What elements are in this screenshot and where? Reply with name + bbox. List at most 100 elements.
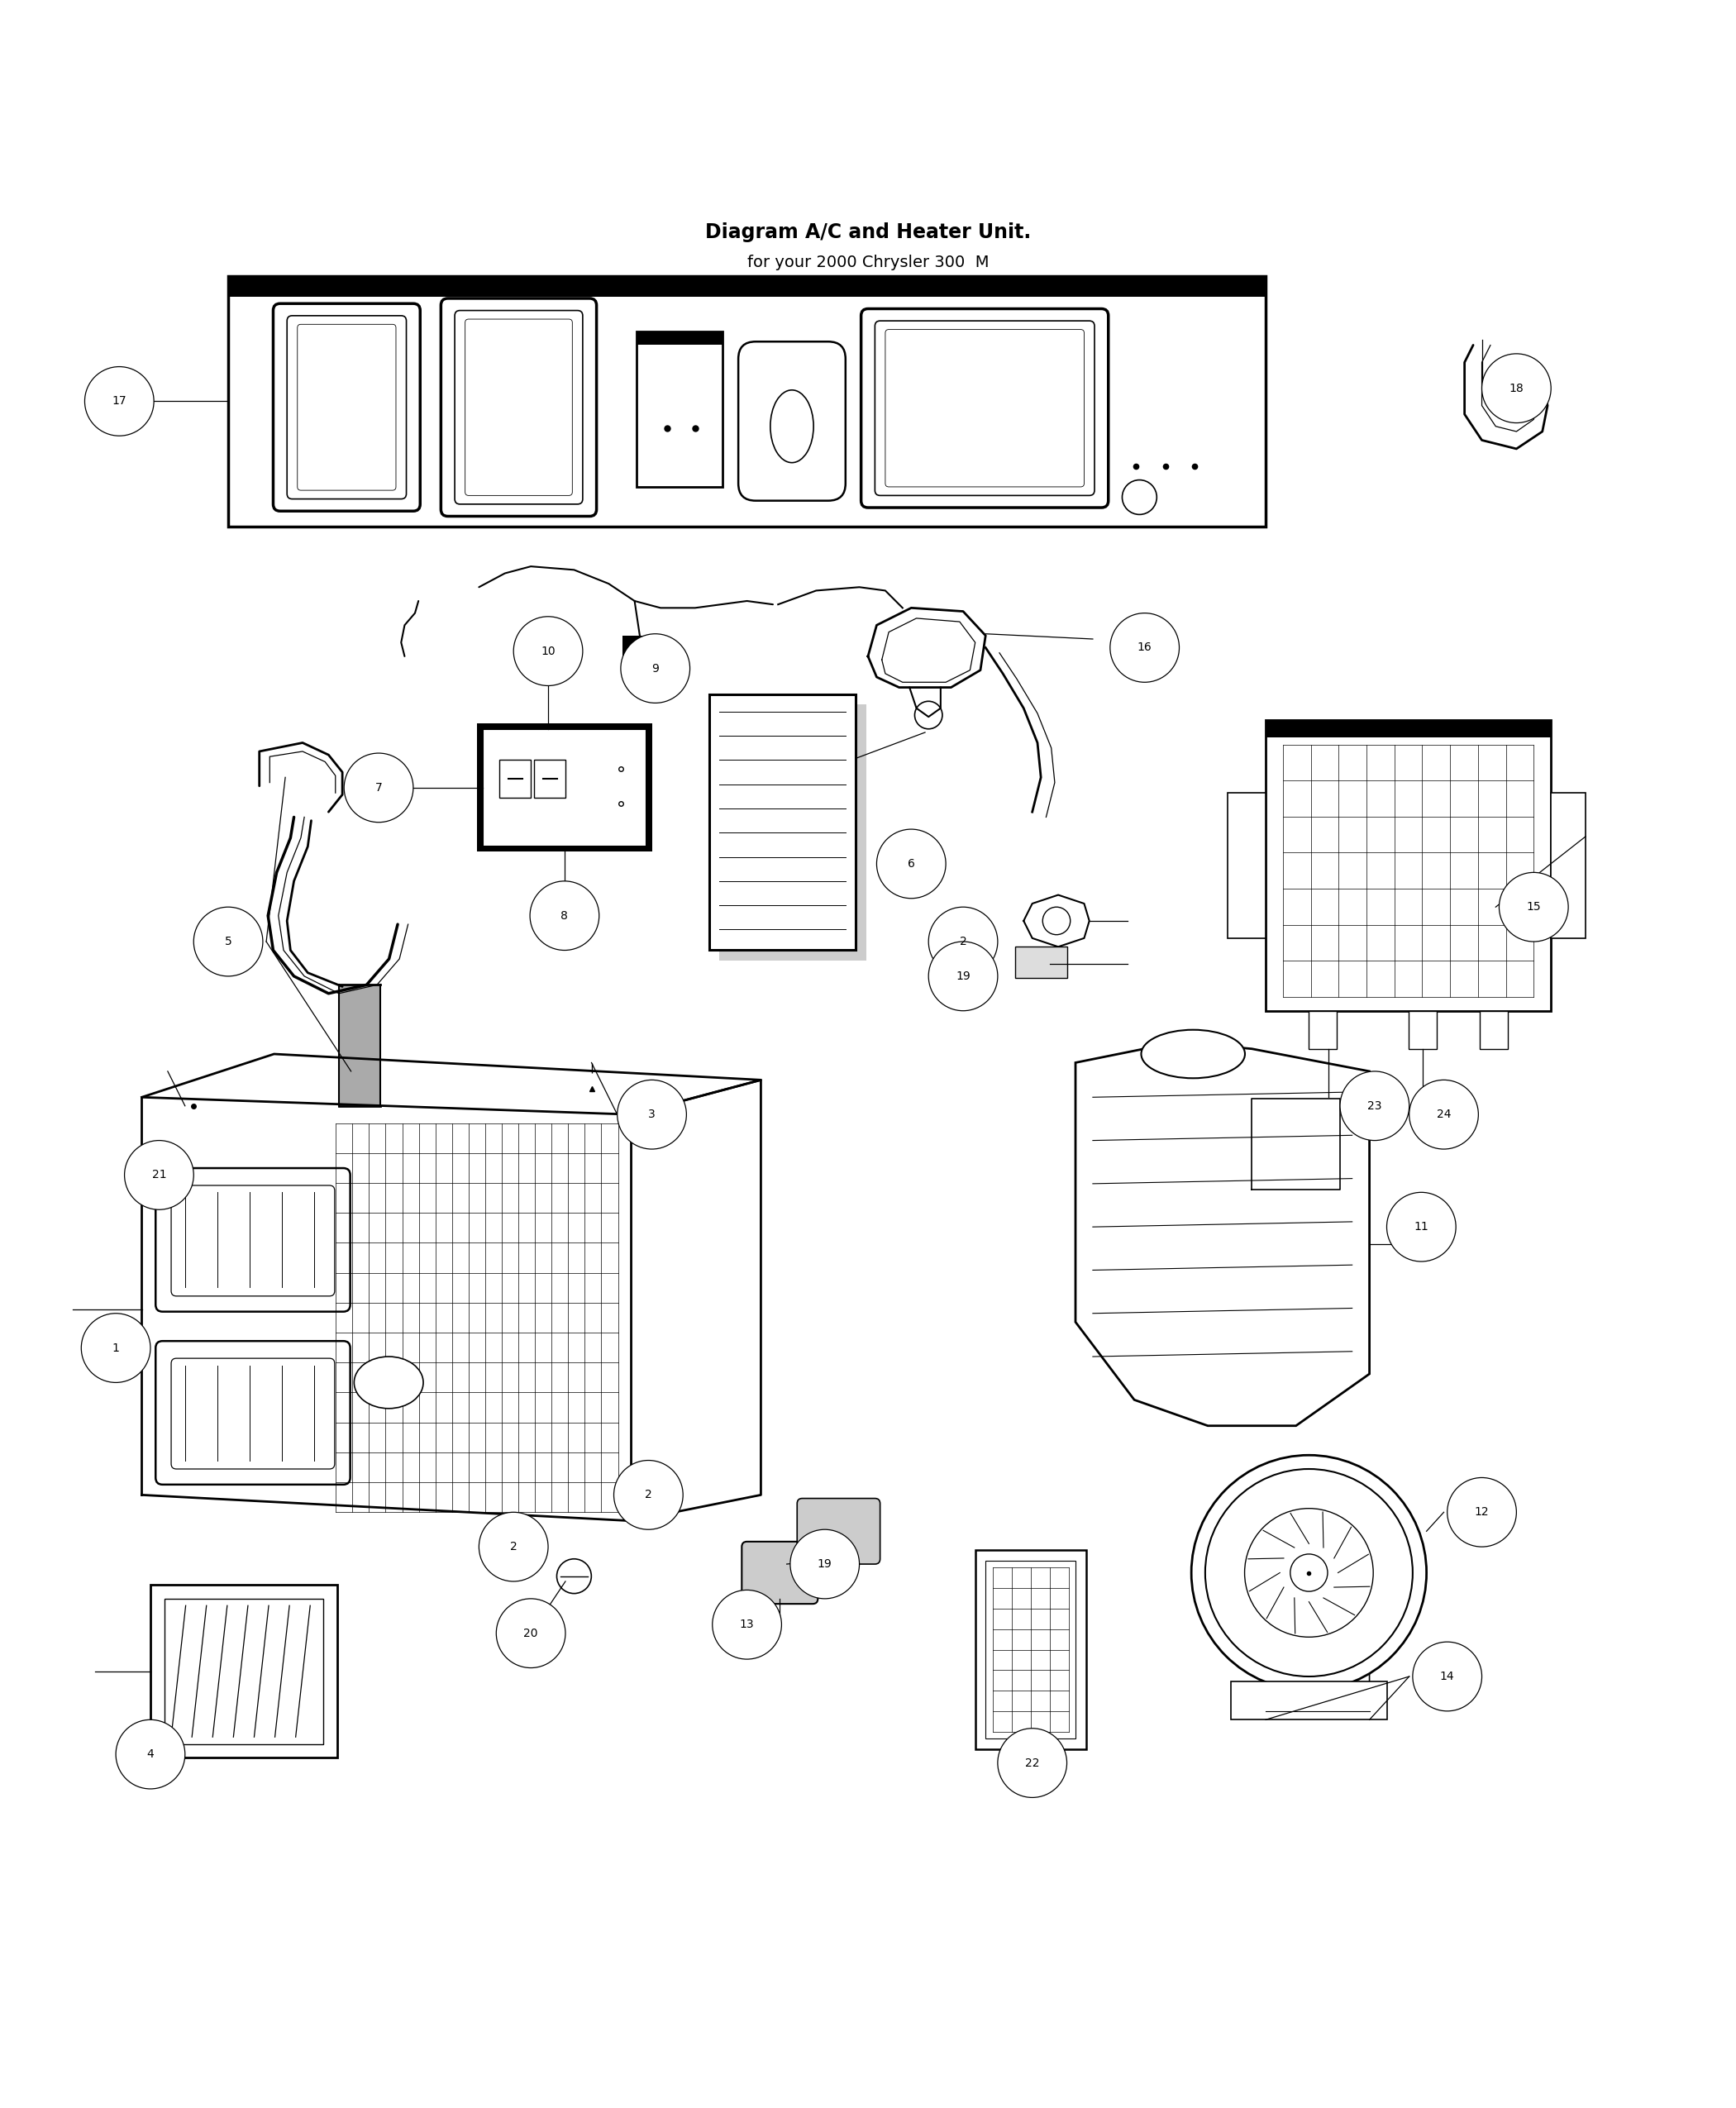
Circle shape — [712, 1589, 781, 1659]
FancyBboxPatch shape — [465, 318, 573, 495]
FancyBboxPatch shape — [172, 1358, 335, 1469]
Bar — [1410, 1010, 1436, 1050]
Bar — [483, 729, 648, 847]
Circle shape — [1191, 1455, 1427, 1691]
FancyBboxPatch shape — [441, 299, 597, 516]
Bar — [1550, 793, 1585, 938]
Text: 24: 24 — [1437, 1109, 1451, 1119]
Polygon shape — [1076, 1041, 1370, 1425]
Text: 9: 9 — [651, 662, 660, 675]
Circle shape — [615, 1461, 682, 1530]
Text: 1: 1 — [113, 1343, 120, 1353]
Bar — [151, 1585, 337, 1758]
Text: 19: 19 — [957, 970, 970, 982]
Text: Diagram A/C and Heater Unit.: Diagram A/C and Heater Unit. — [705, 223, 1031, 242]
Text: 2: 2 — [960, 936, 967, 946]
FancyBboxPatch shape — [741, 1541, 818, 1604]
Ellipse shape — [1141, 1031, 1245, 1077]
Circle shape — [1410, 1079, 1479, 1149]
Circle shape — [82, 1313, 151, 1383]
Circle shape — [125, 1140, 194, 1210]
Text: 15: 15 — [1526, 902, 1542, 913]
Bar — [1231, 1682, 1387, 1720]
Text: 21: 21 — [151, 1170, 167, 1180]
FancyBboxPatch shape — [297, 325, 396, 491]
Circle shape — [621, 635, 689, 702]
Text: 16: 16 — [1137, 641, 1153, 653]
Text: 18: 18 — [1509, 382, 1524, 394]
Bar — [637, 331, 722, 487]
Circle shape — [618, 1079, 686, 1149]
FancyBboxPatch shape — [797, 1499, 880, 1564]
Bar — [986, 1560, 1076, 1739]
Circle shape — [998, 1729, 1068, 1798]
Circle shape — [790, 1530, 859, 1598]
Bar — [623, 635, 660, 660]
Bar — [227, 276, 1266, 527]
FancyBboxPatch shape — [455, 310, 583, 504]
Circle shape — [194, 906, 262, 976]
Bar — [477, 723, 651, 852]
Circle shape — [479, 1511, 549, 1581]
Bar — [165, 1598, 323, 1743]
Text: 13: 13 — [740, 1619, 753, 1629]
Circle shape — [1483, 354, 1550, 424]
FancyBboxPatch shape — [885, 329, 1085, 487]
Text: 23: 23 — [1368, 1100, 1382, 1111]
Circle shape — [1500, 873, 1568, 942]
Text: 3: 3 — [648, 1109, 656, 1119]
Circle shape — [1245, 1509, 1373, 1638]
Bar — [976, 1549, 1087, 1750]
Bar — [500, 761, 531, 799]
Text: 17: 17 — [113, 396, 127, 407]
FancyBboxPatch shape — [156, 1341, 351, 1484]
Circle shape — [929, 942, 998, 1010]
Text: 4: 4 — [148, 1748, 155, 1760]
Circle shape — [116, 1720, 186, 1790]
Circle shape — [929, 906, 998, 976]
Circle shape — [877, 828, 946, 898]
Ellipse shape — [354, 1358, 424, 1408]
Bar — [1016, 946, 1068, 978]
Text: 7: 7 — [375, 782, 382, 793]
Text: for your 2000 Chrysler 300  M: for your 2000 Chrysler 300 M — [746, 255, 990, 270]
Bar — [227, 276, 1266, 297]
FancyBboxPatch shape — [861, 308, 1108, 508]
Bar — [708, 694, 856, 951]
Text: 14: 14 — [1439, 1672, 1455, 1682]
Circle shape — [1387, 1193, 1457, 1261]
Circle shape — [85, 367, 155, 436]
Text: 8: 8 — [561, 911, 568, 921]
Text: 2: 2 — [510, 1541, 517, 1554]
FancyBboxPatch shape — [172, 1185, 335, 1296]
Circle shape — [1340, 1071, 1410, 1140]
Text: 22: 22 — [1024, 1758, 1040, 1769]
FancyBboxPatch shape — [286, 316, 406, 500]
Text: 19: 19 — [818, 1558, 832, 1570]
Bar — [1481, 1010, 1509, 1050]
Text: 20: 20 — [524, 1627, 538, 1640]
FancyBboxPatch shape — [156, 1168, 351, 1311]
Bar — [535, 761, 566, 799]
Ellipse shape — [771, 390, 814, 462]
Bar — [719, 704, 866, 961]
Circle shape — [1205, 1469, 1413, 1676]
FancyBboxPatch shape — [273, 304, 420, 510]
Text: 11: 11 — [1415, 1221, 1429, 1233]
Circle shape — [1448, 1478, 1517, 1547]
Circle shape — [514, 616, 583, 685]
Text: 10: 10 — [542, 645, 556, 658]
Circle shape — [1109, 613, 1179, 683]
Bar — [1309, 1010, 1337, 1050]
Text: 6: 6 — [908, 858, 915, 871]
Circle shape — [1413, 1642, 1483, 1712]
Circle shape — [496, 1598, 566, 1667]
Bar — [1266, 721, 1550, 738]
FancyBboxPatch shape — [738, 341, 845, 502]
Circle shape — [344, 753, 413, 822]
Bar — [637, 331, 722, 346]
Circle shape — [1290, 1554, 1328, 1592]
FancyBboxPatch shape — [875, 320, 1094, 495]
Text: 12: 12 — [1474, 1507, 1489, 1518]
Text: 5: 5 — [224, 936, 233, 946]
